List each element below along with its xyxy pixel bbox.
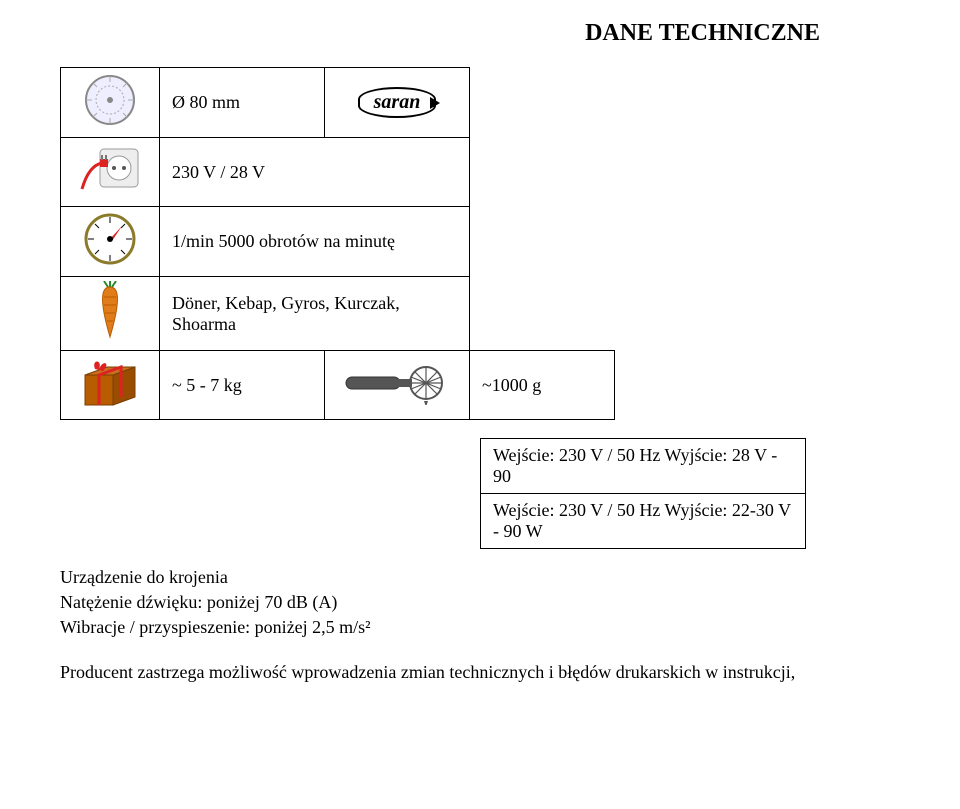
gauge-icon-cell	[61, 207, 160, 277]
logo-text: saran	[374, 91, 421, 113]
food-icon-cell	[61, 277, 160, 351]
spec-line-3: Wibracje / przyspieszenie: poniżej 2,5 m…	[60, 617, 900, 638]
page-title: DANE TECHNICZNE	[60, 20, 900, 47]
logo-cell: saran	[325, 68, 470, 138]
plug-outlet-icon	[78, 145, 142, 200]
tool-icon-cell	[325, 351, 470, 420]
food-list-cell: Döner, Kebap, Gyros, Kurczak, Shoarma	[160, 277, 470, 351]
weight-left-cell: ~ 5 - 7 kg	[160, 351, 325, 420]
gift-box-icon	[81, 357, 139, 414]
rpm-cell: 1/min 5000 obrotów na minutę	[160, 207, 470, 277]
voltage-cell: 230 V / 28 V	[160, 138, 470, 207]
disc-icon	[82, 72, 138, 133]
package-icon-cell	[61, 351, 160, 420]
spec-line-2: Natężenie dźwięku: poniżej 70 dB (A)	[60, 592, 900, 613]
io-row-2: Wejście: 230 V / 50 Hz Wyjście: 22-30 V …	[481, 494, 806, 549]
spec-table-io: Wejście: 230 V / 50 Hz Wyjście: 28 V - 9…	[480, 438, 806, 549]
blade-dia-cell: Ø 80 mm	[160, 68, 325, 138]
spec-line-1: Urządzenie do krojenia	[60, 567, 900, 588]
io-row-1: Wejście: 230 V / 50 Hz Wyjście: 28 V - 9…	[481, 439, 806, 494]
cutter-tool-icon	[342, 361, 452, 410]
weight-right-cell: ~1000 g	[470, 351, 615, 420]
disclaimer-text: Producent zastrzega możliwość wprowadzen…	[60, 662, 900, 683]
logo-tail-icon	[430, 97, 440, 109]
carrot-icon	[90, 281, 130, 346]
outlet-icon-cell	[61, 138, 160, 207]
spec-table-1: Ø 80 mm saran 23	[60, 67, 615, 420]
blade-icon-cell	[61, 68, 160, 138]
saran-logo: saran	[358, 87, 437, 118]
gauge-icon	[82, 211, 138, 272]
